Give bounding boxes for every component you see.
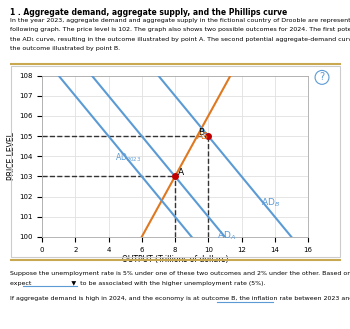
Text: following graph. The price level is 102. The graph also shows two possible outco: following graph. The price level is 102.…: [10, 27, 350, 32]
Text: Suppose the unemployment rate is 5% under one of these two outcomes and 2% under: Suppose the unemployment rate is 5% unde…: [10, 271, 350, 276]
Text: AS: AS: [197, 132, 209, 141]
Text: B: B: [198, 128, 204, 137]
Text: expect                    ▼  to be associated with the higher unemployment rate : expect ▼ to be associated with the highe…: [10, 281, 266, 286]
Text: 1 . Aggregate demand, aggregate supply, and the Phillips curve: 1 . Aggregate demand, aggregate supply, …: [10, 8, 288, 17]
Text: A: A: [177, 168, 184, 177]
Text: the AD₁ curve, resulting in the outcome illustrated by point A. The second poten: the AD₁ curve, resulting in the outcome …: [10, 37, 350, 41]
Text: AD$_A$: AD$_A$: [217, 230, 236, 242]
Text: the outcome illustrated by point B.: the outcome illustrated by point B.: [10, 46, 121, 51]
Text: AD$_B$: AD$_B$: [261, 197, 281, 209]
Text: ?: ?: [320, 72, 324, 82]
X-axis label: OUTPUT (Trillions of dollars): OUTPUT (Trillions of dollars): [122, 255, 228, 265]
Y-axis label: PRICE LEVEL: PRICE LEVEL: [7, 132, 16, 180]
Text: In the year 2023, aggregate demand and aggregate supply in the fictional country: In the year 2023, aggregate demand and a…: [10, 18, 350, 23]
Text: AD$_{2023}$: AD$_{2023}$: [115, 151, 141, 164]
Text: If aggregate demand is high in 2024, and the economy is at outcome B, the inflat: If aggregate demand is high in 2024, and…: [10, 296, 350, 301]
